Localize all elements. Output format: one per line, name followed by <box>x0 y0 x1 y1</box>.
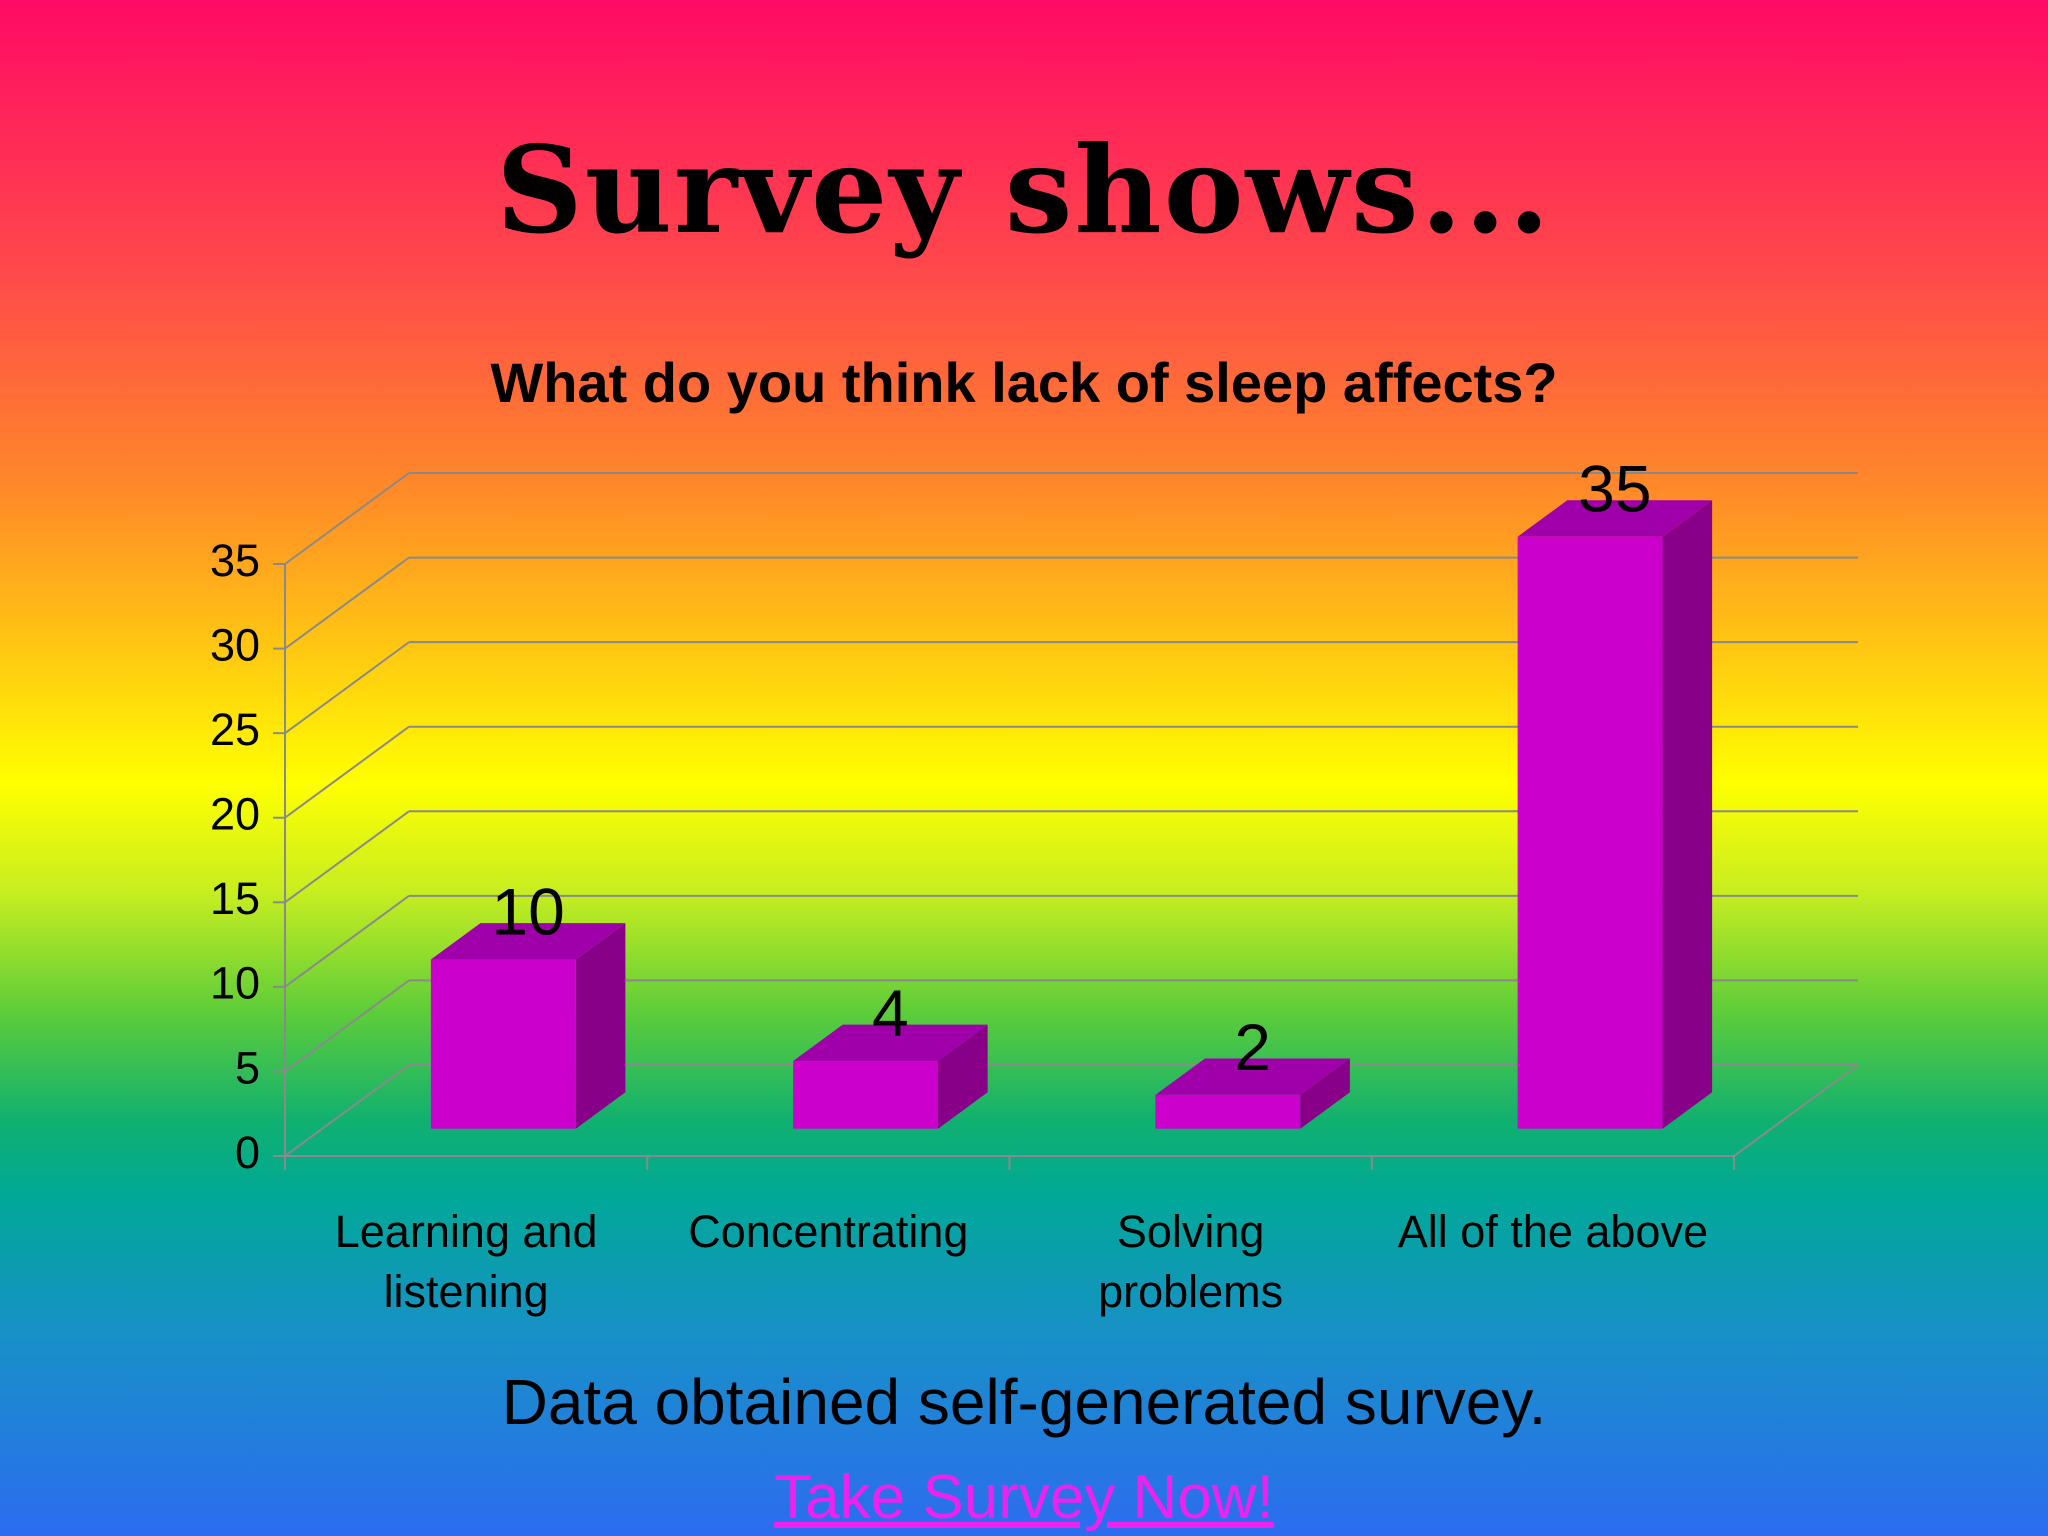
grid-line-side <box>284 895 410 988</box>
bar <box>793 1061 939 1129</box>
grid-line-side <box>284 1064 410 1157</box>
bar <box>1517 536 1663 1129</box>
y-tick-label: 5 <box>235 1042 260 1093</box>
bar-top <box>430 923 626 960</box>
bar-side <box>1662 500 1713 1129</box>
value-label: 2 <box>1234 1010 1271 1084</box>
y-tick-label: 15 <box>210 873 260 924</box>
x-tick-label: All of the above <box>1397 1206 1708 1257</box>
bar-side <box>938 1024 988 1129</box>
survey-link[interactable]: Take Survey Now! <box>774 1463 1274 1532</box>
y-tick-label: 0 <box>235 1127 260 1178</box>
y-tick-label: 20 <box>210 789 260 840</box>
bar-side <box>575 923 626 1129</box>
bar <box>430 959 576 1129</box>
value-label: 35 <box>1578 452 1651 526</box>
floor-edge <box>1733 1064 1859 1157</box>
x-tick-label: Solving problems <box>1098 1206 1284 1317</box>
chart-title: What do you think lack of sleep affects? <box>490 351 1558 414</box>
x-tick-label: Learning and listening <box>334 1206 598 1317</box>
y-tick-label: 25 <box>210 704 260 755</box>
grid-line-side <box>284 641 410 734</box>
slide-title: Survey shows... <box>496 120 1552 261</box>
value-label: 4 <box>872 976 909 1050</box>
grid-line-side <box>284 979 410 1073</box>
x-tick-label: Concentrating <box>688 1206 969 1257</box>
grid-line-side <box>284 556 410 650</box>
grid-line-side <box>284 472 410 565</box>
bar-top <box>1517 500 1713 537</box>
grid-line-side <box>284 810 410 904</box>
bar-top <box>1155 1058 1350 1095</box>
y-tick-label: 10 <box>210 958 260 1009</box>
footer-note: Data obtained self-generated survey. <box>501 1366 1547 1438</box>
y-tick-label: 30 <box>210 619 260 670</box>
bar-top <box>793 1024 988 1062</box>
y-tick-label: 35 <box>210 535 260 586</box>
value-label: 10 <box>491 875 564 949</box>
bar-side <box>1300 1058 1350 1129</box>
bar <box>1155 1094 1301 1129</box>
grid-line-side <box>284 725 410 819</box>
